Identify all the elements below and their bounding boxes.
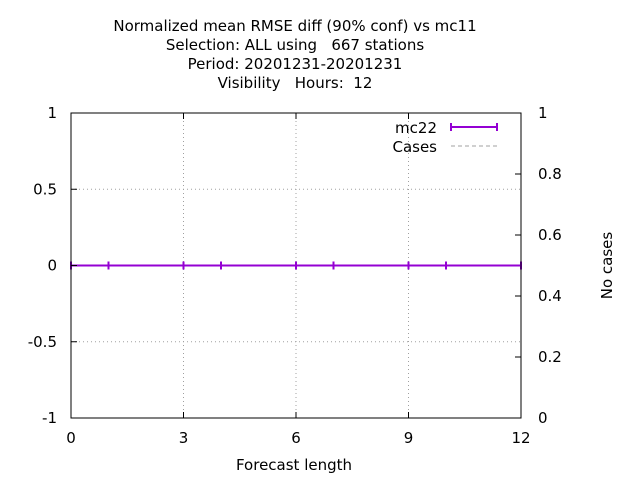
x-axis-label: Forecast length [236,456,352,474]
axis-ticks: 0 3 6 9 12 -1 -0.5 0 0.5 1 0 0.2 0.4 0.6 0.8 1 [28,104,562,447]
title-line-1: Normalized mean RMSE diff (90% conf) vs … [113,17,477,35]
x-tick-label: 3 [179,429,189,447]
y2-axis-label: No cases [598,232,616,300]
y2-tick-label: 0.8 [538,165,562,183]
x-tick-label: 12 [511,429,530,447]
y2-tick-label: 0.6 [538,226,562,244]
title-line-3: Period: 20201231-20201231 [187,55,403,73]
y-tick-label: -1 [42,409,57,427]
x-tick-label: 9 [404,429,414,447]
title-line-4: Visibility Hours: 12 [217,74,373,92]
x-tick-label: 0 [66,429,76,447]
chart-title: Normalized mean RMSE diff (90% conf) vs … [0,17,590,93]
y2-tick-label: 0.4 [538,287,562,305]
y2-tick-label: 0.2 [538,348,562,366]
y-tick-label: -0.5 [28,333,57,351]
legend-label-mc22: mc22 [395,119,437,137]
title-line-2: Selection: ALL using 667 stations [165,36,425,54]
legend-label-cases: Cases [392,138,437,156]
y-tick-label: 0 [47,257,57,275]
y-tick-label: 1 [47,104,57,122]
y2-tick-label: 0 [538,409,548,427]
y-tick-label: 0.5 [33,180,57,198]
x-tick-label: 6 [291,429,301,447]
legend: mc22 Cases [392,119,498,156]
series-layer [70,261,522,270]
y2-tick-label: 1 [538,104,548,122]
